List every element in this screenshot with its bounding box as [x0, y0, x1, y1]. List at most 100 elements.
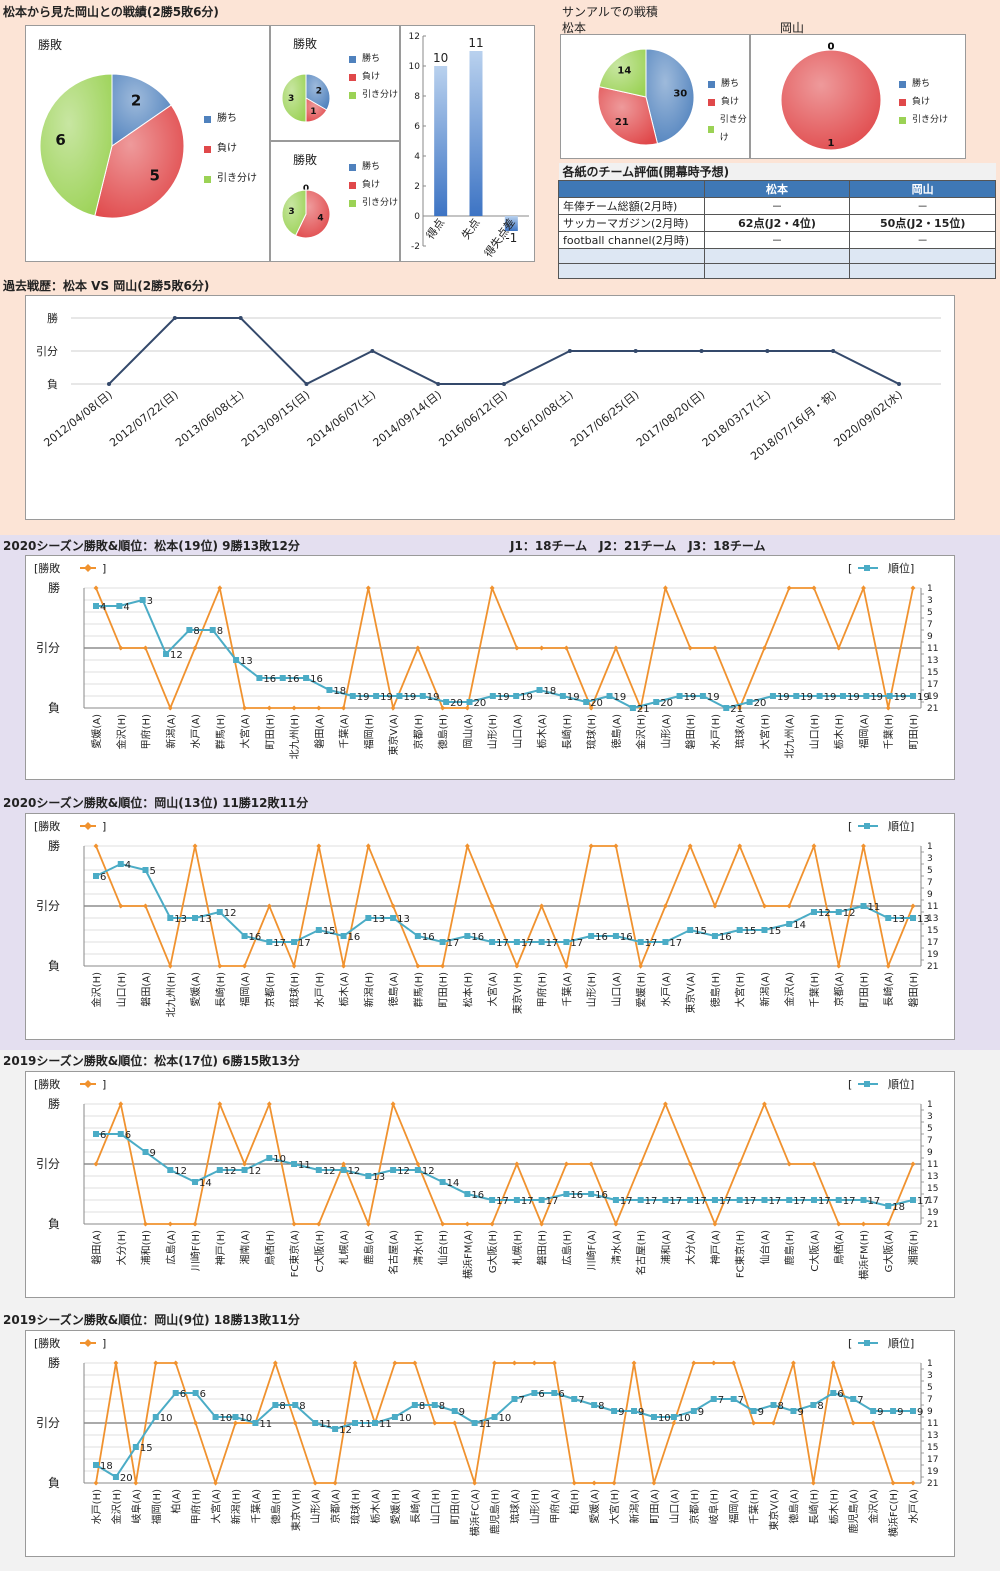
sample-okayama-label: 岡山	[780, 21, 805, 35]
history-date-label: 2012/04/08(日)	[41, 388, 114, 449]
match-label: 岐阜(H)	[708, 1489, 721, 1524]
rank-point	[489, 939, 496, 945]
rank-tick-label: 13	[927, 656, 938, 666]
rank-point	[650, 1414, 657, 1420]
match-label: G大阪(A)	[882, 1230, 895, 1272]
rank-point	[332, 1426, 339, 1432]
rank-point	[352, 1420, 359, 1426]
result-point	[687, 1161, 693, 1167]
rank-label: 13	[174, 914, 187, 925]
match-label: 東京V(A)	[768, 1489, 781, 1531]
match-label: 湘南(H)	[907, 1230, 920, 1265]
goals-bar-2	[469, 51, 483, 216]
rank-point	[172, 1390, 179, 1396]
svg-text:]: ]	[102, 820, 106, 833]
history-point	[304, 382, 309, 386]
rank-point	[152, 1414, 159, 1420]
legend-label: 勝ち	[912, 79, 931, 89]
pie-home-label-3: 3	[288, 94, 294, 104]
match-label: 福岡(H)	[362, 714, 375, 749]
result-point	[551, 1360, 557, 1366]
match-label: 町田(H)	[265, 714, 276, 749]
result-point	[691, 1360, 697, 1366]
match-label: 岐阜(A)	[130, 1489, 143, 1524]
rank-label: 17	[694, 1196, 707, 1207]
rank-point	[863, 693, 870, 699]
match-label: 清水(A)	[610, 1230, 623, 1265]
result-point	[514, 645, 520, 651]
result-point	[390, 1101, 396, 1107]
result-point	[93, 843, 99, 849]
result-point	[611, 1480, 617, 1486]
history-date-label: 2013/06/08(土)	[173, 388, 246, 449]
legend-swatch	[349, 55, 356, 63]
svg-text:[: [	[848, 820, 852, 833]
rank-label: 20	[120, 1473, 133, 1484]
rank-point	[142, 867, 149, 873]
legend-swatch	[349, 199, 356, 207]
match-label: 神戸(H)	[214, 1230, 227, 1265]
result-point	[492, 1360, 498, 1366]
history-point	[238, 316, 243, 320]
rank-label: 15	[140, 1443, 153, 1454]
result-point	[531, 1360, 537, 1366]
rank-tick-label: 3	[927, 1371, 933, 1381]
evaluation-cell: －	[703, 197, 851, 215]
rank-point	[292, 1402, 299, 1408]
rank-tick-label: 9	[927, 1407, 933, 1417]
match-label: 徳島(A)	[387, 972, 400, 1007]
result-point	[761, 1101, 767, 1107]
rank-point	[112, 1474, 119, 1480]
history-point	[436, 382, 441, 386]
match-label: 大宮(H)	[734, 972, 747, 1007]
rank-point	[315, 927, 322, 933]
result-point	[143, 645, 149, 651]
rank-label: 20	[450, 698, 463, 709]
sample-title: サンアルでの戦積	[562, 5, 658, 19]
legend-label: 引き分け	[362, 90, 399, 100]
record-title: 松本から見た岡山との戦績(2勝5敗6分)	[3, 5, 219, 19]
rank-point	[885, 915, 892, 921]
rank-label: 17	[917, 1196, 930, 1207]
goals-ytick-label: 8	[414, 92, 420, 102]
rank-point	[835, 1197, 842, 1203]
rank-point	[910, 693, 916, 699]
rank-label: 19	[917, 692, 930, 703]
match-label: 愛媛(A)	[90, 714, 103, 749]
result-point	[539, 1221, 545, 1227]
match-label: 琉球(H)	[585, 714, 598, 749]
pie-main-legend: 勝ち 負け 引き分け	[204, 104, 257, 194]
result-point	[316, 843, 322, 849]
match-label: 長崎(A)	[409, 1489, 422, 1524]
rank-label: 16	[310, 674, 323, 685]
result-point	[412, 1360, 418, 1366]
goals-ytick-label: 10	[409, 62, 421, 72]
evaluation-header-cell: 松本	[703, 180, 851, 198]
result-point	[588, 843, 594, 849]
rank-label: 20	[590, 698, 603, 709]
match-label: 琉球(H)	[288, 972, 301, 1007]
rank-tick-label: 13	[927, 914, 938, 924]
rank-label: 17	[496, 1196, 509, 1207]
legend-swatch	[708, 98, 715, 106]
rank-point	[835, 909, 842, 915]
match-label: 山形(H)	[529, 1489, 541, 1524]
rank-label: 21	[730, 704, 743, 715]
result-point	[811, 843, 817, 849]
goals-value-label: 11	[468, 36, 483, 50]
pie-main-title: 勝敗	[38, 38, 63, 52]
match-label: 磐田(H)	[536, 1230, 549, 1265]
result-point	[539, 645, 545, 651]
rank-label: 12	[422, 1166, 435, 1177]
rank-label: 16	[570, 1190, 583, 1201]
pie-away-panel: 勝敗 0 4 3 勝ち 負け 引き分け	[270, 141, 400, 262]
history-date-label: 2018/03/17(土)	[700, 388, 773, 449]
match-label: 浦和(H)	[140, 1230, 153, 1265]
result-point	[588, 705, 594, 711]
rank-label: 6	[100, 872, 106, 883]
legend-item: 勝ち	[899, 75, 948, 93]
result-point	[786, 903, 792, 909]
rank-tick-label: 7	[927, 620, 933, 630]
rank-point	[687, 1197, 694, 1203]
result-point	[711, 1360, 717, 1366]
